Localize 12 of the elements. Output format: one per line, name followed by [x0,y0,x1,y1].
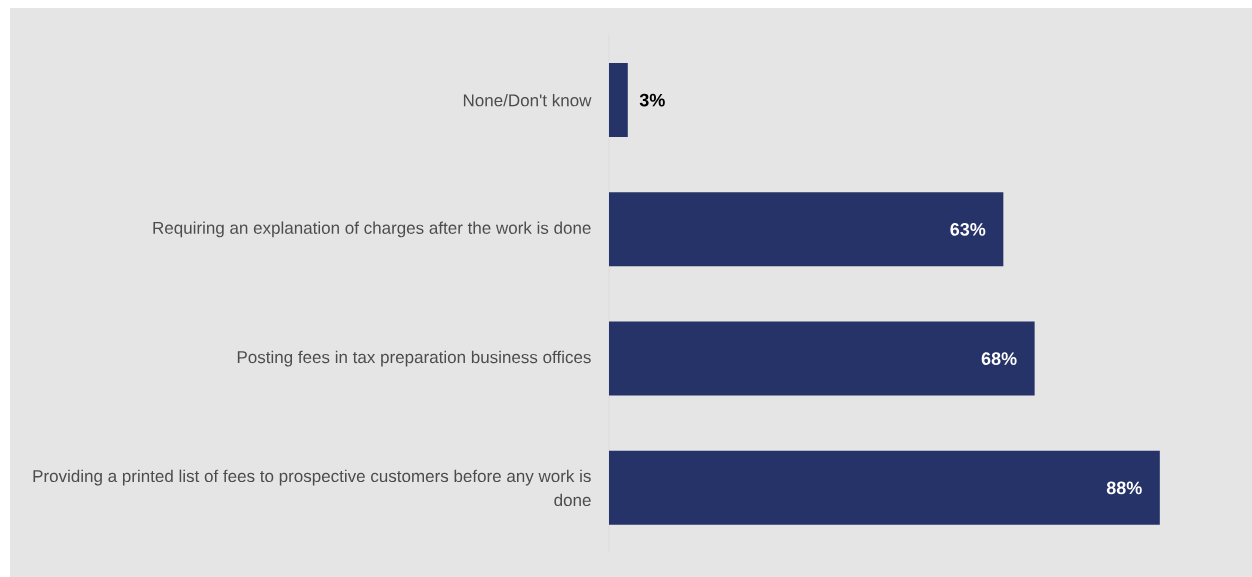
y-tick-label: Providing a printed list of fees to prospective customers before any work is done [33,469,591,507]
data-label: 3% [639,93,665,107]
bar [609,63,628,138]
y-tick-label: Requiring an explanation of charges after the work is done [153,221,591,238]
y-tick-label: Posting fees in tax preparation business offices [237,350,591,367]
bar [609,450,1160,525]
y-tick-label: None/Don't know [463,93,592,107]
data-label: 68% [981,352,1017,365]
bar [609,321,1035,396]
bar [609,192,1004,267]
data-label: 88% [1106,481,1142,495]
data-label: 63% [950,222,986,236]
